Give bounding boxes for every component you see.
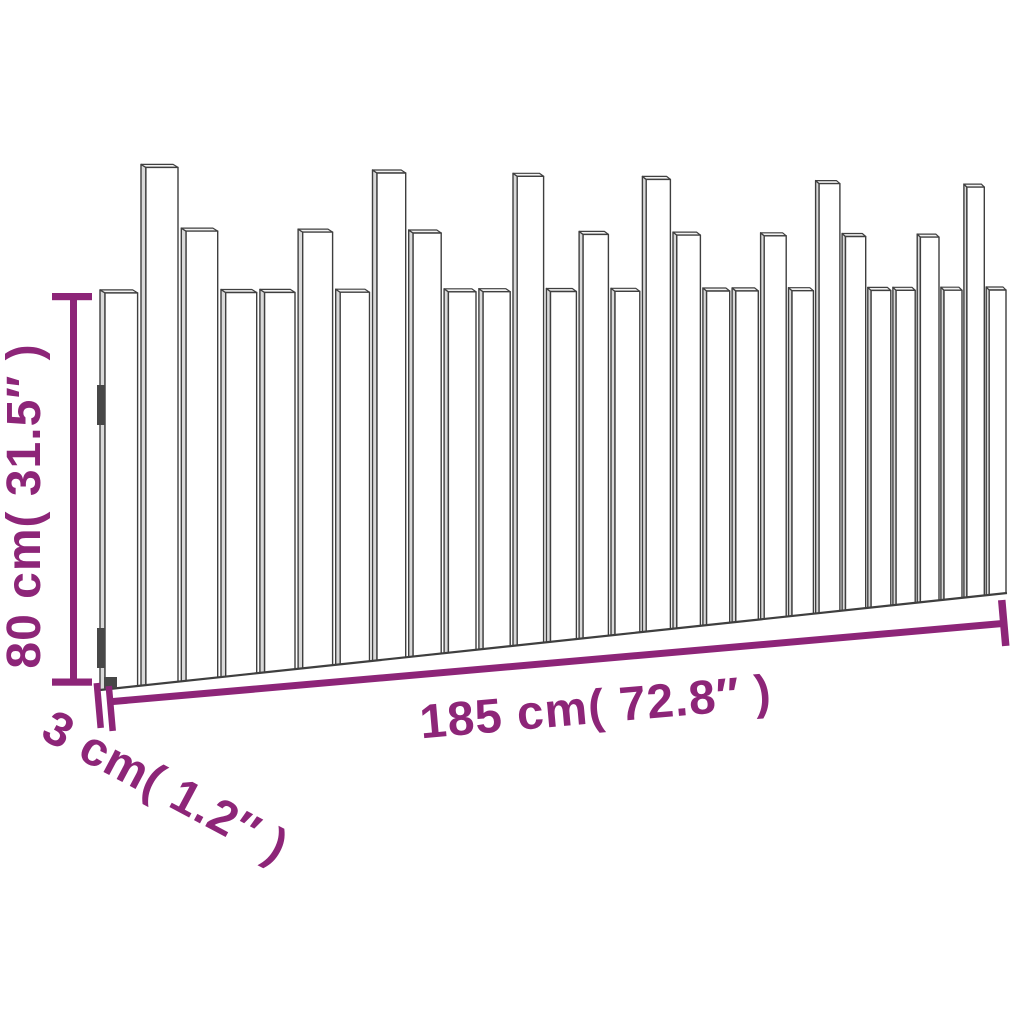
slat-face <box>614 290 641 636</box>
slat-face <box>339 291 371 665</box>
depth-dimension-tick-2 <box>105 685 116 732</box>
headboard-bottom-edge <box>99 591 1008 692</box>
depth-dimension-label: 3 cm( 1.2″ ) <box>34 701 297 874</box>
slat-face <box>895 289 916 606</box>
slat-face <box>140 163 147 687</box>
wall-bracket-icon <box>97 628 105 668</box>
height-dimension-top-cap <box>52 293 92 301</box>
depth-dimension: 3 cm( 1.2″ ) <box>34 682 297 874</box>
slat-face <box>376 172 407 662</box>
slat-face <box>943 289 963 601</box>
slat-face <box>180 227 187 682</box>
slat-face <box>988 289 1007 596</box>
slat-face <box>302 231 334 669</box>
slat-face <box>676 234 702 629</box>
slat-face <box>482 291 511 650</box>
bottom-edge-cap <box>104 677 117 688</box>
depth-dimension-tick-1 <box>93 682 104 729</box>
slat-face <box>735 290 759 623</box>
slat-face <box>870 289 892 609</box>
slat-face <box>259 288 266 674</box>
slat-face <box>791 290 815 617</box>
slat-face <box>263 291 296 674</box>
headboard-drawing <box>99 163 1008 692</box>
slat-face <box>220 288 227 678</box>
height-dimension-label: 80 cm( 31.5″ ) <box>0 343 51 668</box>
slat-face <box>549 290 578 643</box>
height-dimension-line <box>70 297 77 682</box>
slat-face <box>185 230 219 682</box>
slat-face <box>705 290 731 626</box>
width-dimension-label: 185 cm( 72.8″ ) <box>418 666 774 750</box>
wall-bracket-icons <box>97 385 117 688</box>
slat-face <box>447 291 477 654</box>
slat-face <box>224 291 258 678</box>
slat-face <box>104 292 139 691</box>
height-dimension-bottom-cap <box>52 678 92 686</box>
slat-face <box>412 232 442 658</box>
height-dimension: 80 cm( 31.5″ ) <box>0 293 92 686</box>
slat-face <box>763 235 787 620</box>
wall-bracket-icon <box>97 385 105 425</box>
slat-face <box>818 182 841 614</box>
slat-face <box>582 233 610 639</box>
slat-face <box>645 178 672 633</box>
slat-face <box>145 166 179 686</box>
slat-face <box>919 236 940 603</box>
width-dimension-right-cap <box>998 599 1010 647</box>
slat-face <box>844 235 867 611</box>
slat-face <box>516 175 545 647</box>
width-dimension-line <box>112 620 1003 705</box>
slat-face <box>966 186 985 598</box>
